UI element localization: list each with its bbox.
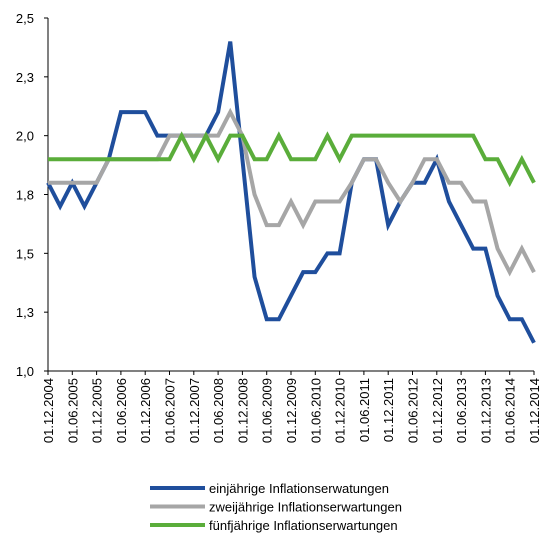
x-tick-label: 01.12.2008: [235, 378, 250, 443]
x-tick-label: 01.06.2008: [211, 378, 226, 443]
x-tick-label: 01.12.2012: [430, 378, 445, 443]
legend-label: einjährige Inflationserwatungen: [209, 481, 389, 496]
x-tick-label: 01.06.2014: [503, 378, 518, 443]
x-tick-label: 01.12.2006: [138, 378, 153, 443]
x-tick-label: 01.12.2009: [284, 378, 299, 443]
x-tick-label: 01.12.2010: [333, 378, 348, 443]
y-tick-label: 1,5: [16, 246, 34, 261]
y-tick-label: 2,5: [16, 11, 34, 26]
y-tick-label: 1,3: [16, 305, 34, 320]
x-tick-label: 01.12.2004: [41, 378, 56, 443]
legend-label: zweijährige Inflationserwartungen: [209, 500, 402, 515]
x-tick-label: 01.06.2012: [406, 378, 421, 443]
x-tick-label: 01.12.2007: [187, 378, 202, 443]
y-tick-label: 2,0: [16, 129, 34, 144]
series-line: [46, 41, 536, 344]
x-tick-label: 01.06.2010: [308, 378, 323, 443]
x-tick-label: 01.12.2011: [381, 378, 396, 442]
x-tick-label: 01.12.2005: [90, 378, 105, 443]
x-tick-label: 01.06.2013: [454, 378, 469, 443]
x-tick-label: 01.06.2005: [65, 378, 80, 443]
x-tick-label: 01.12.2013: [478, 378, 493, 443]
x-tick-label: 01.06.2006: [114, 378, 129, 443]
y-tick-label: 2,3: [16, 70, 34, 85]
y-tick-label: 1,0: [16, 364, 34, 379]
y-tick-label: 1,8: [16, 188, 34, 203]
series-line: [48, 131, 536, 188]
x-tick-label: 01.06.2009: [260, 378, 275, 443]
x-tick-label: 01.06.2011: [357, 378, 372, 442]
x-tick-label: 01.12.2014: [527, 378, 541, 443]
x-tick-label: 01.06.2007: [163, 378, 178, 443]
legend-label: fünfjährige Inflationserwartungen: [209, 518, 398, 533]
